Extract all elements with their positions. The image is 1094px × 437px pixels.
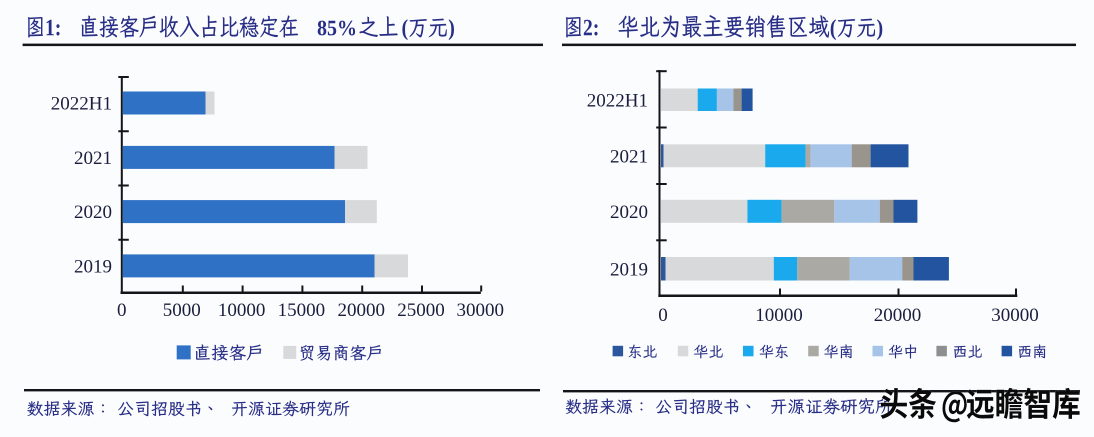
svg-text:15000: 15000 [278,300,326,321]
svg-text:2022H1: 2022H1 [587,90,648,111]
svg-text:2019: 2019 [74,257,112,278]
svg-text:0: 0 [117,300,127,321]
svg-text:5000: 5000 [163,300,201,321]
svg-text:25000: 25000 [397,300,445,321]
svg-text:2022H1: 2022H1 [51,94,112,115]
svg-text:2021: 2021 [610,146,648,167]
svg-text:2021: 2021 [74,148,112,169]
svg-text:0: 0 [658,305,668,326]
svg-text:30000: 30000 [456,300,504,321]
svg-text:2020: 2020 [610,202,648,223]
svg-text:30000: 30000 [991,305,1039,326]
svg-text:20000: 20000 [874,305,922,326]
svg-text:10000: 10000 [755,305,803,326]
svg-text:10000: 10000 [218,300,266,321]
svg-text:20000: 20000 [337,300,385,321]
svg-text:2020: 2020 [74,202,112,223]
svg-text:2019: 2019 [610,259,648,280]
